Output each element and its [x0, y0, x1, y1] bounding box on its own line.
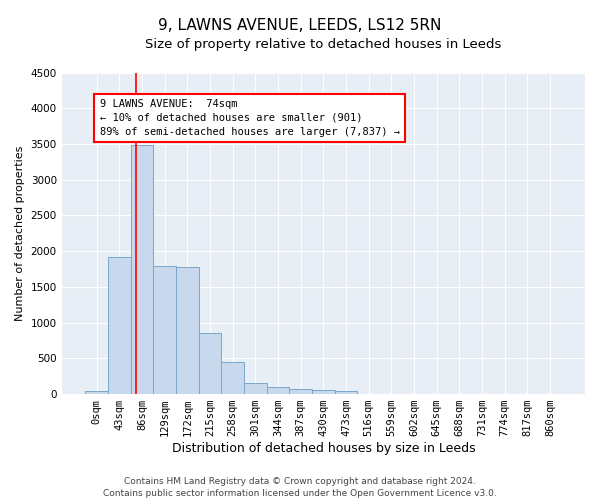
Bar	[221, 362, 244, 394]
Bar	[266, 387, 289, 394]
Text: 9, LAWNS AVENUE, LEEDS, LS12 5RN: 9, LAWNS AVENUE, LEEDS, LS12 5RN	[158, 18, 442, 32]
Bar	[312, 390, 335, 394]
Bar	[85, 391, 108, 394]
Bar	[199, 334, 221, 394]
Text: 9 LAWNS AVENUE:  74sqm
← 10% of detached houses are smaller (901)
89% of semi-de: 9 LAWNS AVENUE: 74sqm ← 10% of detached …	[100, 99, 400, 137]
Bar	[335, 391, 358, 394]
Y-axis label: Number of detached properties: Number of detached properties	[15, 146, 25, 321]
Bar	[108, 257, 131, 394]
Text: Contains HM Land Registry data © Crown copyright and database right 2024.
Contai: Contains HM Land Registry data © Crown c…	[103, 476, 497, 498]
Bar	[289, 389, 312, 394]
Bar	[154, 266, 176, 394]
Bar	[244, 382, 266, 394]
Bar	[131, 144, 154, 394]
Title: Size of property relative to detached houses in Leeds: Size of property relative to detached ho…	[145, 38, 502, 51]
X-axis label: Distribution of detached houses by size in Leeds: Distribution of detached houses by size …	[172, 442, 475, 455]
Bar	[176, 267, 199, 394]
